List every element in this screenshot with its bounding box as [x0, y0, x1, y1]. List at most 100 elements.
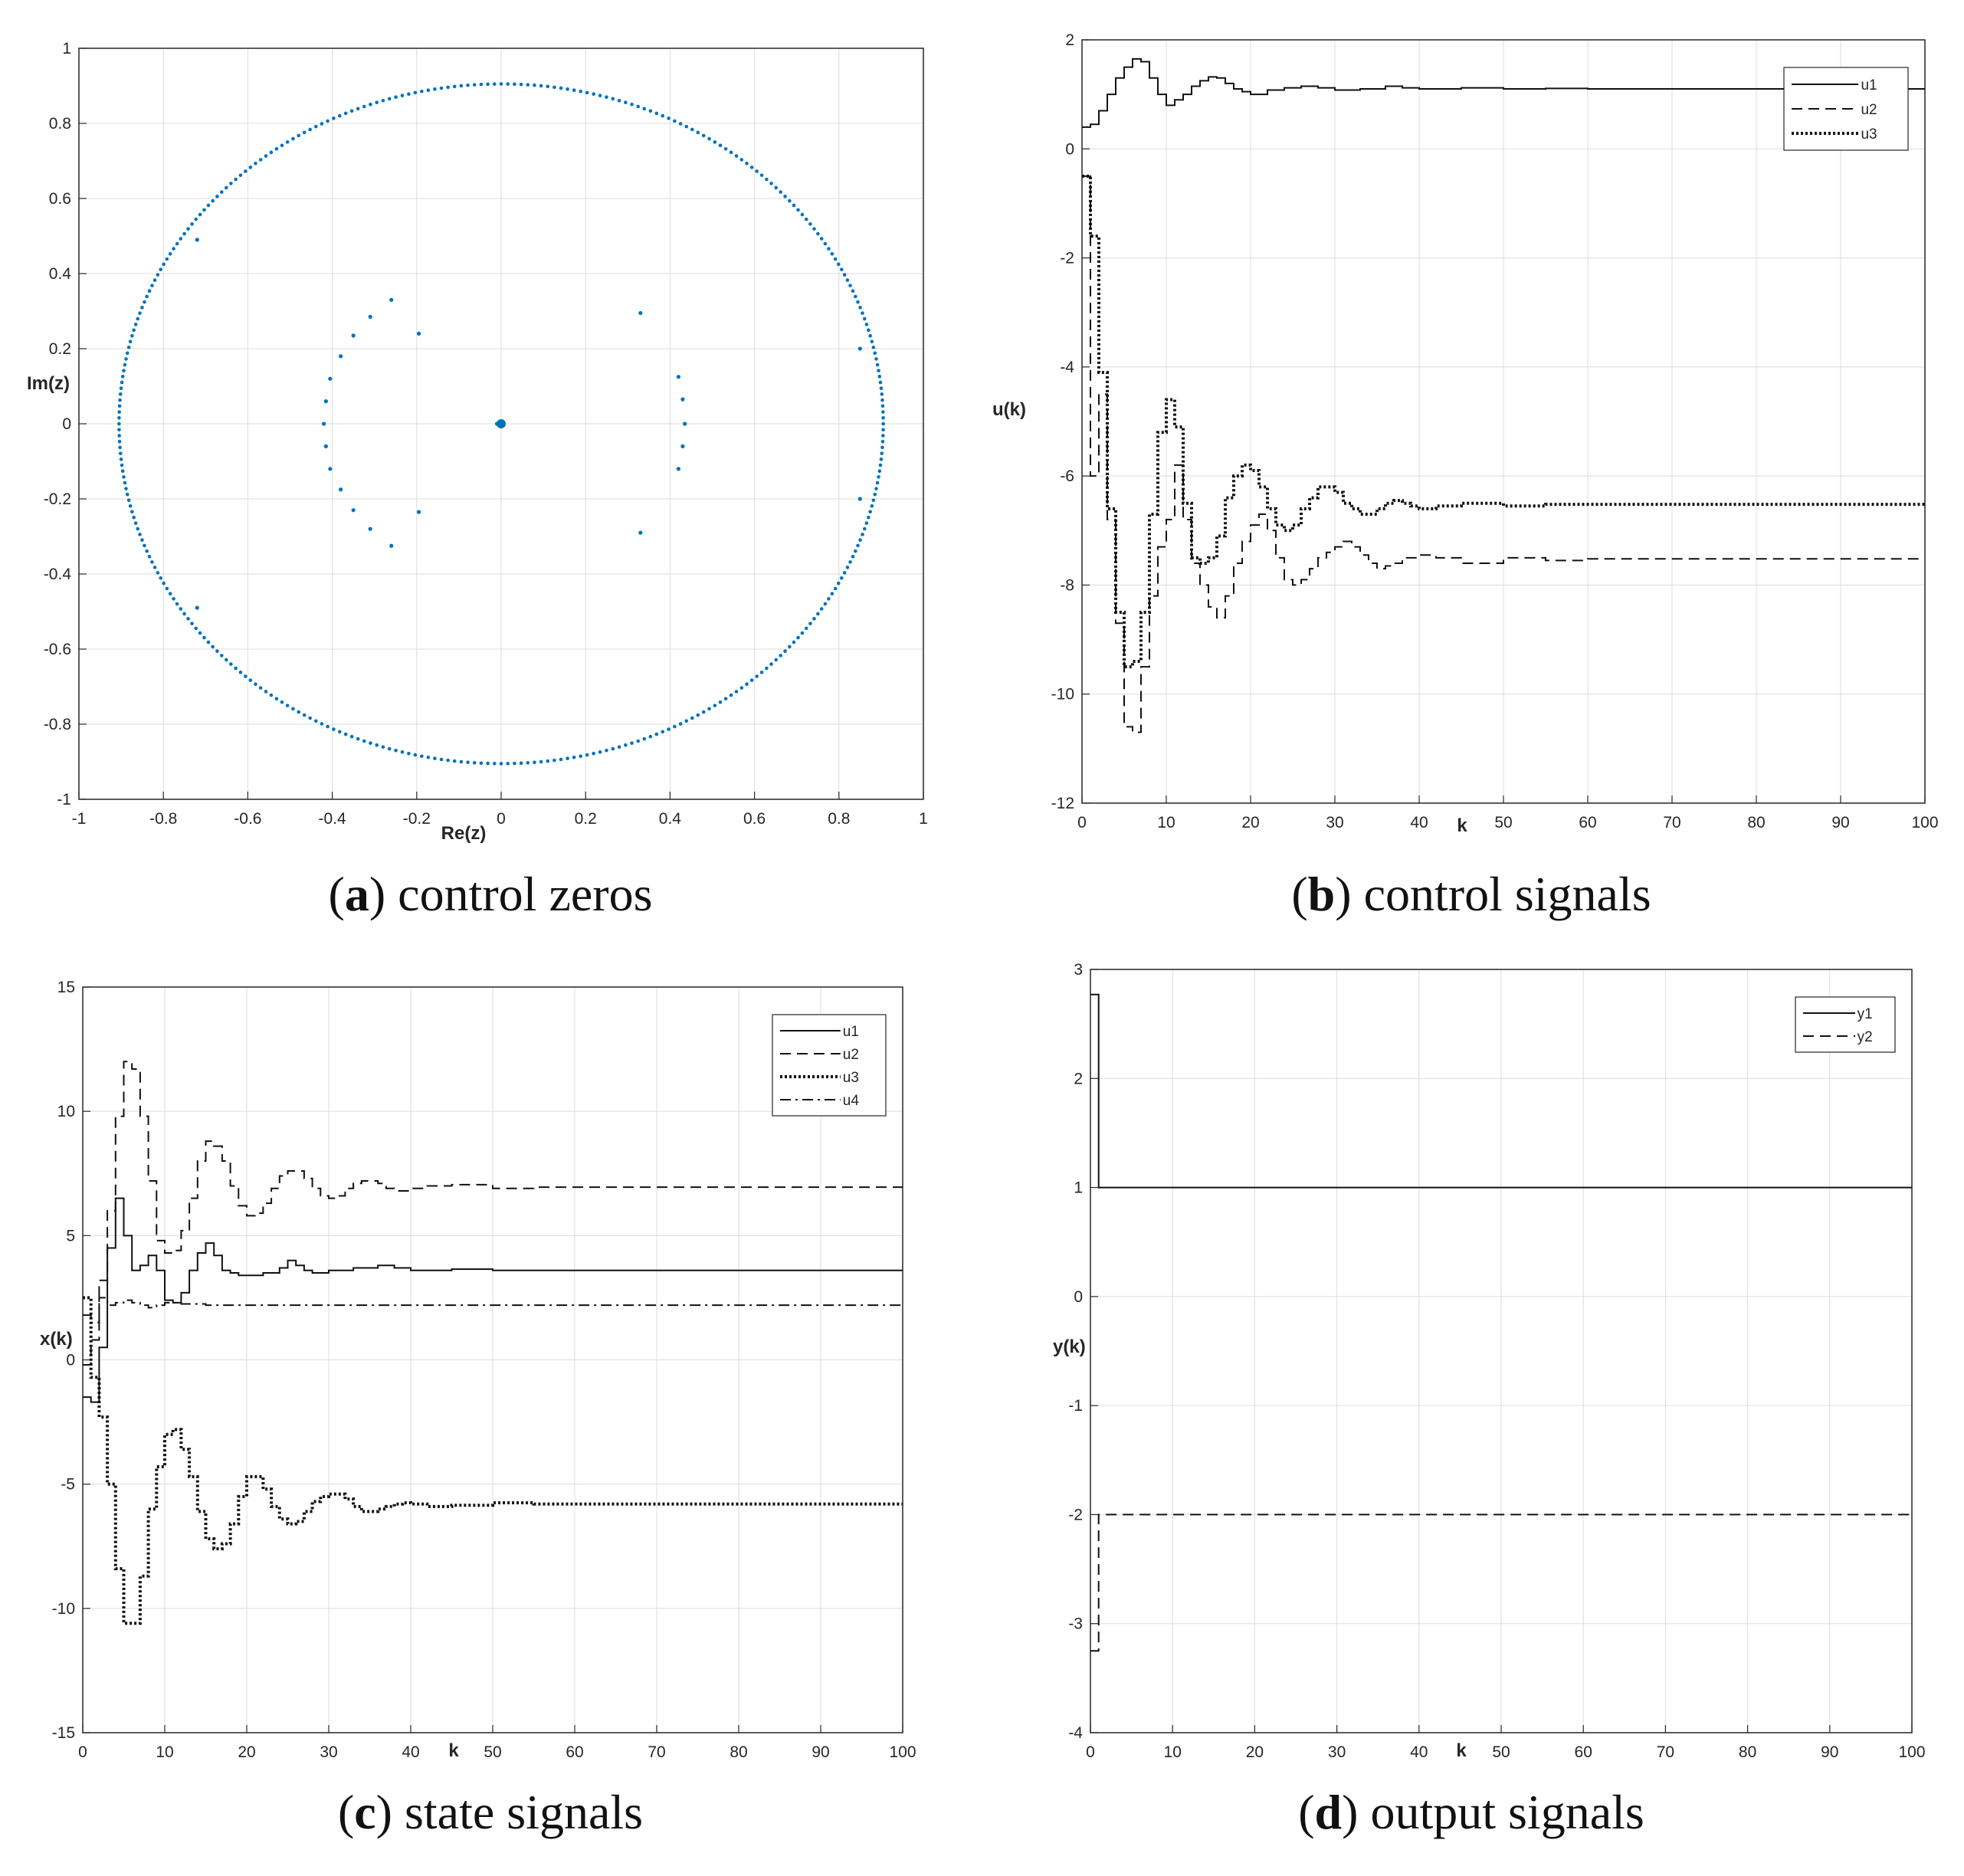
- a-circle-point-357: [880, 439, 885, 444]
- a-circle-point-358: [881, 434, 885, 438]
- a-zero-point-7: [339, 354, 343, 359]
- a-circle-point-61: [684, 124, 689, 129]
- c-xtick-label-5: 50: [484, 1743, 501, 1761]
- chart-a-svg: -1 -0.8 -0.6 -0.4 -0.2 0 0.2 0.4 0.6 0.8 1 -1 -0.8 -0…: [27, 40, 928, 844]
- a-ytick-label-7: 0.4: [49, 265, 72, 283]
- a-xtick-label-4: -0.2: [403, 810, 431, 828]
- a-xtick-label-1: -0.8: [149, 810, 177, 828]
- a-circle-point-173: [120, 380, 124, 385]
- chart-b-svg: 0 10 20 30 40 50 60 70 80 90 100 -12 -10 -8 -6 -4 -2 0 2 k u…: [992, 31, 1939, 836]
- a-circle-point-219: [202, 635, 206, 640]
- a-zero-point-23: [683, 421, 687, 426]
- a-circle-point-197: [133, 521, 138, 525]
- a-circle-point-336: [848, 560, 852, 564]
- a-circle-point-6: [879, 386, 884, 390]
- a-circle-point-111: [362, 104, 366, 109]
- a-circle-point-258: [420, 754, 424, 759]
- a-circle-point-316: [774, 658, 779, 662]
- a-circle-point-190: [123, 480, 127, 485]
- a-circle-point-70: [630, 102, 634, 107]
- a-circle-point-30: [830, 251, 834, 256]
- c-ytick-label-0: -15: [52, 1724, 75, 1742]
- a-circle-point-165: [130, 333, 134, 338]
- a-circle-point-289: [624, 743, 628, 747]
- a-circle-point-330: [830, 592, 834, 596]
- a-circle-point-290: [630, 741, 634, 746]
- a-circle-point-10: [875, 362, 880, 367]
- a-circle-point-234: [274, 697, 279, 701]
- a-circle-point-42: [783, 194, 787, 198]
- a-circle-point-80: [566, 87, 569, 91]
- a-circle-point-237: [291, 707, 295, 711]
- a-circle-point-311: [749, 678, 754, 682]
- a-circle-point-344: [867, 515, 871, 520]
- caption-a-text: control zeros: [398, 867, 653, 921]
- caption-c-letter: c: [354, 1785, 376, 1839]
- a-circle-point-16: [867, 328, 871, 333]
- a-circle-point-144: [190, 222, 194, 226]
- b-ytick-label-6: 0: [1065, 140, 1074, 158]
- a-circle-point-26: [842, 273, 847, 277]
- d-xtick-label-3: 30: [1328, 1743, 1346, 1761]
- c-xlabel: k: [448, 1740, 459, 1761]
- a-circle-point-35: [812, 227, 816, 231]
- a-circle-point-229: [248, 678, 253, 682]
- a-circle-point-119: [313, 124, 318, 129]
- a-circle-point-297: [673, 724, 677, 729]
- a-circle-point-199: [138, 533, 142, 536]
- a-circle-point-270: [499, 762, 503, 766]
- b-xtick-label-9: 90: [1831, 814, 1849, 831]
- a-circle-point-8: [877, 374, 882, 379]
- a-circle-point-331: [833, 586, 838, 591]
- c-xtick-label-7: 70: [648, 1743, 665, 1761]
- a-circle-point-265: [466, 760, 470, 765]
- a-circle-point-74: [605, 95, 608, 100]
- d-xtick-label-2: 20: [1246, 1743, 1264, 1761]
- a-circle-point-131: [248, 166, 253, 169]
- a-circle-point-57: [707, 136, 711, 141]
- a-circle-point-353: [878, 463, 883, 467]
- a-circle-point-275: [533, 760, 536, 765]
- a-circle-point-103: [413, 90, 418, 95]
- c-series-u1: [83, 1197, 903, 1403]
- a-circle-point-158: [145, 294, 149, 299]
- a-circle-point-68: [642, 107, 647, 111]
- a-circle-point-306: [723, 697, 728, 701]
- b-xtick-label-8: 80: [1747, 814, 1765, 831]
- a-circle-point-242: [320, 722, 324, 726]
- a-circle-point-17: [864, 323, 869, 326]
- a-zero-point-5: [368, 314, 372, 319]
- a-circle-point-150: [168, 251, 172, 256]
- a-circle-point-89: [506, 82, 510, 86]
- a-circle-point-245: [337, 730, 342, 734]
- a-circle-point-332: [836, 581, 841, 585]
- a-circle-point-216: [190, 622, 194, 625]
- b-ytick-label-1: -10: [1051, 686, 1074, 704]
- a-circle-point-348: [873, 492, 877, 497]
- a-circle-point-220: [206, 640, 211, 644]
- a-circle-point-81: [559, 86, 563, 90]
- caption-d-letter: d: [1314, 1785, 1343, 1839]
- a-circle-point-282: [579, 754, 582, 759]
- a-circle-point-145: [186, 227, 190, 231]
- a-circle-point-151: [165, 257, 169, 261]
- b-legend-label-u3: u3: [1861, 126, 1877, 143]
- a-circle-point-250: [369, 741, 372, 746]
- a-circle-point-308: [734, 690, 739, 694]
- a-circle-point-62: [678, 122, 683, 126]
- panel-a-control-zeros: -1 -0.8 -0.6 -0.4 -0.2 0 0.2 0.4 0.6 0.8 1 -1 -0.8 -0…: [0, 0, 981, 943]
- d-xtick-label-4: 40: [1410, 1743, 1428, 1761]
- a-circle-point-225: [229, 662, 233, 666]
- a-circle-point-288: [617, 745, 621, 749]
- c-xtick-label-8: 80: [730, 1743, 747, 1761]
- a-circle-point-179: [117, 415, 121, 420]
- c-ytick-label-6: 15: [57, 979, 75, 996]
- a-circle-point-315: [769, 662, 773, 666]
- a-circle-point-138: [215, 194, 219, 198]
- a-circle-point-247: [349, 734, 354, 739]
- a-circle-point-189: [122, 475, 126, 479]
- a-circle-point-14: [870, 339, 874, 344]
- a-circle-point-207: [159, 576, 162, 580]
- b-ytick-label-2: -8: [1060, 576, 1074, 594]
- a-origin-cluster: [497, 419, 506, 428]
